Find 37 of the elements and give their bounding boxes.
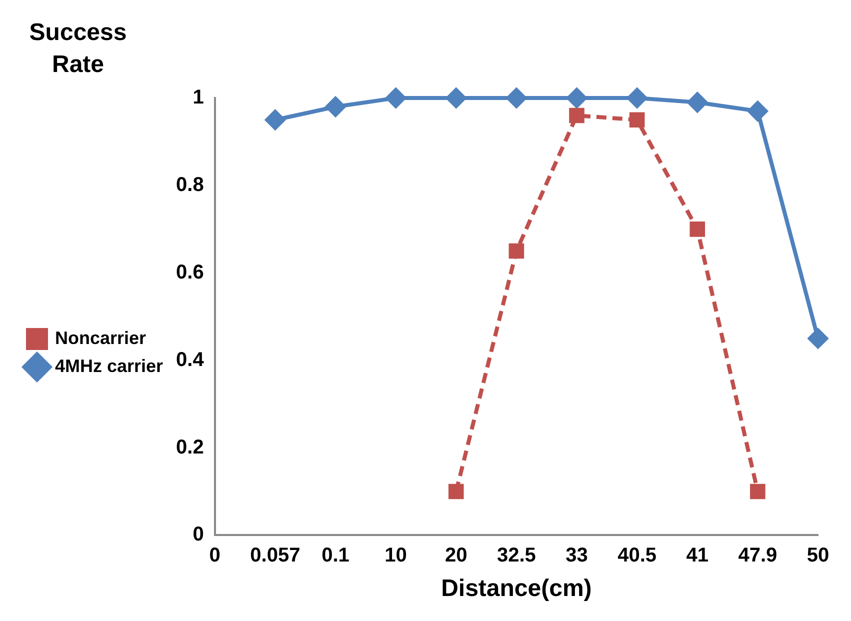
x-tick-label: 33 [566,544,588,567]
point [629,112,645,128]
x-tick-label: 47.9 [738,544,778,567]
x-tick-label: 0.1 [322,544,350,567]
x-tick-label: 10 [384,544,407,567]
y-axis-title: Success Rate [29,19,127,78]
point [508,243,524,259]
point [750,484,766,500]
y-tick-label: 0.8 [176,174,204,196]
point [569,108,584,124]
point [566,88,587,108]
x-tick-label: 50 [806,544,830,567]
x-tick-label: 20 [444,544,468,567]
x-tick-label: 41 [686,544,708,567]
y-tick-label: 0.2 [176,436,204,458]
point [748,101,768,122]
point [687,92,708,112]
point [448,484,464,500]
point [386,88,406,108]
point [690,222,706,237]
x-tick-label: 40.5 [618,544,657,567]
x-tick-label: 32.5 [496,544,536,567]
y-tick-label: 0 [192,524,204,546]
point [627,88,648,108]
point [325,96,346,117]
y-tick-label: 0.4 [176,348,205,371]
x-tick-label: 0 [209,544,220,567]
point [808,328,828,348]
x-tick-label: 0.057 [250,544,300,567]
legend-label: Noncarrier [55,328,146,348]
x-axis-title: Distance(cm) [441,575,592,602]
point [265,110,286,130]
y-tick-label: 1 [192,86,204,109]
point [506,88,526,108]
legend-label: 4MHz carrier [55,356,164,376]
y-tick-label: 0.6 [176,261,204,284]
point [446,88,466,108]
